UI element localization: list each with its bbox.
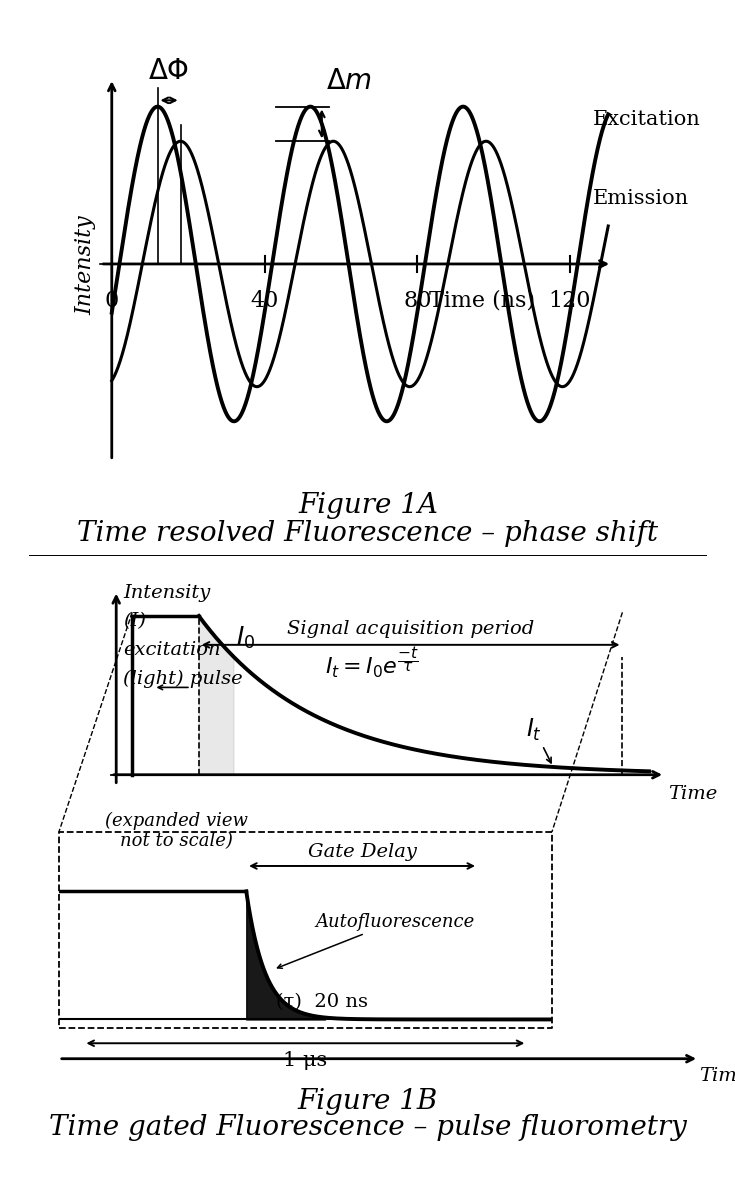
- Text: (expanded view
not to scale): (expanded view not to scale): [105, 811, 248, 850]
- Text: $I_t$: $I_t$: [526, 717, 551, 763]
- Text: Time: Time: [667, 784, 716, 803]
- Text: Time: Time: [698, 1067, 735, 1084]
- Text: 1 μs: 1 μs: [283, 1051, 327, 1070]
- Text: 40: 40: [250, 290, 279, 312]
- Text: 80: 80: [403, 290, 431, 312]
- Text: Excitation: Excitation: [592, 111, 700, 130]
- Text: (τ)  20 ns: (τ) 20 ns: [276, 993, 368, 1011]
- Text: Time resolved Fluorescence – phase shift: Time resolved Fluorescence – phase shift: [77, 520, 658, 546]
- Text: excitation: excitation: [123, 641, 220, 659]
- Text: $I_t = I_0 e^{\dfrac{-t}{\tau}}$: $I_t = I_0 e^{\dfrac{-t}{\tau}}$: [325, 646, 418, 680]
- Text: $I_0$: $I_0$: [236, 624, 255, 650]
- Text: Autofluorescence: Autofluorescence: [277, 913, 474, 968]
- Text: Figure 1B: Figure 1B: [298, 1088, 437, 1114]
- Text: (I): (I): [123, 612, 146, 630]
- Text: Gate Delay: Gate Delay: [307, 843, 416, 861]
- Text: Emission: Emission: [592, 189, 688, 208]
- Text: $\Delta m$: $\Delta m$: [326, 68, 371, 95]
- Text: Figure 1A: Figure 1A: [298, 492, 437, 518]
- Text: Intensity: Intensity: [123, 584, 210, 602]
- Text: (light) pulse: (light) pulse: [123, 669, 243, 687]
- Text: $\Delta\Phi$: $\Delta\Phi$: [148, 58, 190, 86]
- Text: Time gated Fluorescence – pulse fluorometry: Time gated Fluorescence – pulse fluorome…: [49, 1114, 686, 1140]
- Text: Intensity: Intensity: [74, 215, 96, 314]
- Text: Signal acquisition period: Signal acquisition period: [287, 619, 534, 638]
- Text: 120: 120: [548, 290, 591, 312]
- Text: 0: 0: [104, 290, 119, 312]
- Text: Time (ns): Time (ns): [429, 290, 534, 312]
